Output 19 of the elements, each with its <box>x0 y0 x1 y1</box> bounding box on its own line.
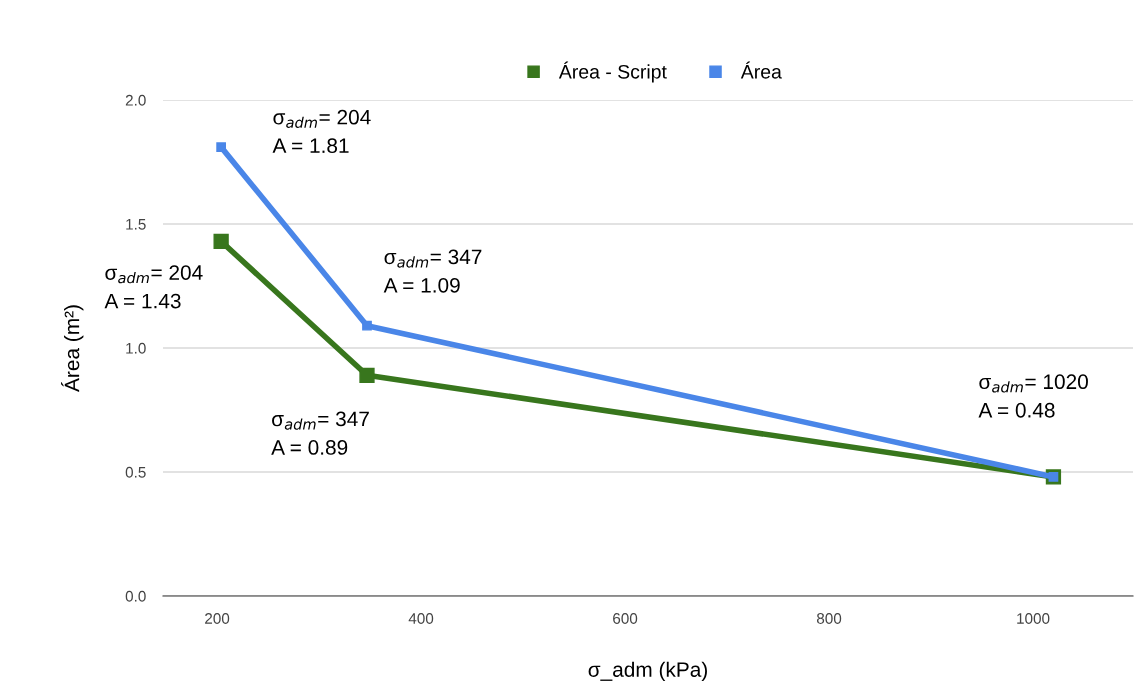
x-tick-label: 600 <box>613 613 638 624</box>
x-tick-label: 200 <box>205 613 230 624</box>
y-tick-label: 1.0 <box>126 342 146 354</box>
y-tick-label: 0.5 <box>125 466 146 478</box>
y-axis-title: Área (m²) <box>61 305 84 392</box>
annotation: σ$_{adm}$= 204 A = 1.81 <box>272 109 371 154</box>
y-tick-label: 2.0 <box>125 94 146 106</box>
x-tick-label: 400 <box>408 613 434 624</box>
x-tick-label: 1000 <box>1017 613 1050 624</box>
annotation: σ$_{adm}$= 204 A = 1.43 <box>104 265 203 309</box>
y-tick-label: 1.5 <box>126 219 146 230</box>
legend-label: Área - Script <box>558 61 667 83</box>
annotation: σ$_{adm}$= 347 A = 1.09 <box>383 249 482 293</box>
x-tick-label: 800 <box>816 613 842 624</box>
y-tick-label: 0.0 <box>125 590 146 602</box>
annotation: σ$_{adm}$= 347 A = 0.89 <box>271 411 369 455</box>
annotation: σ$_{adm}$= 1020 A = 0.48 <box>978 374 1088 418</box>
x-axis-title: σ_adm (kPa) <box>588 661 707 682</box>
legend-label: Área <box>740 61 782 79</box>
